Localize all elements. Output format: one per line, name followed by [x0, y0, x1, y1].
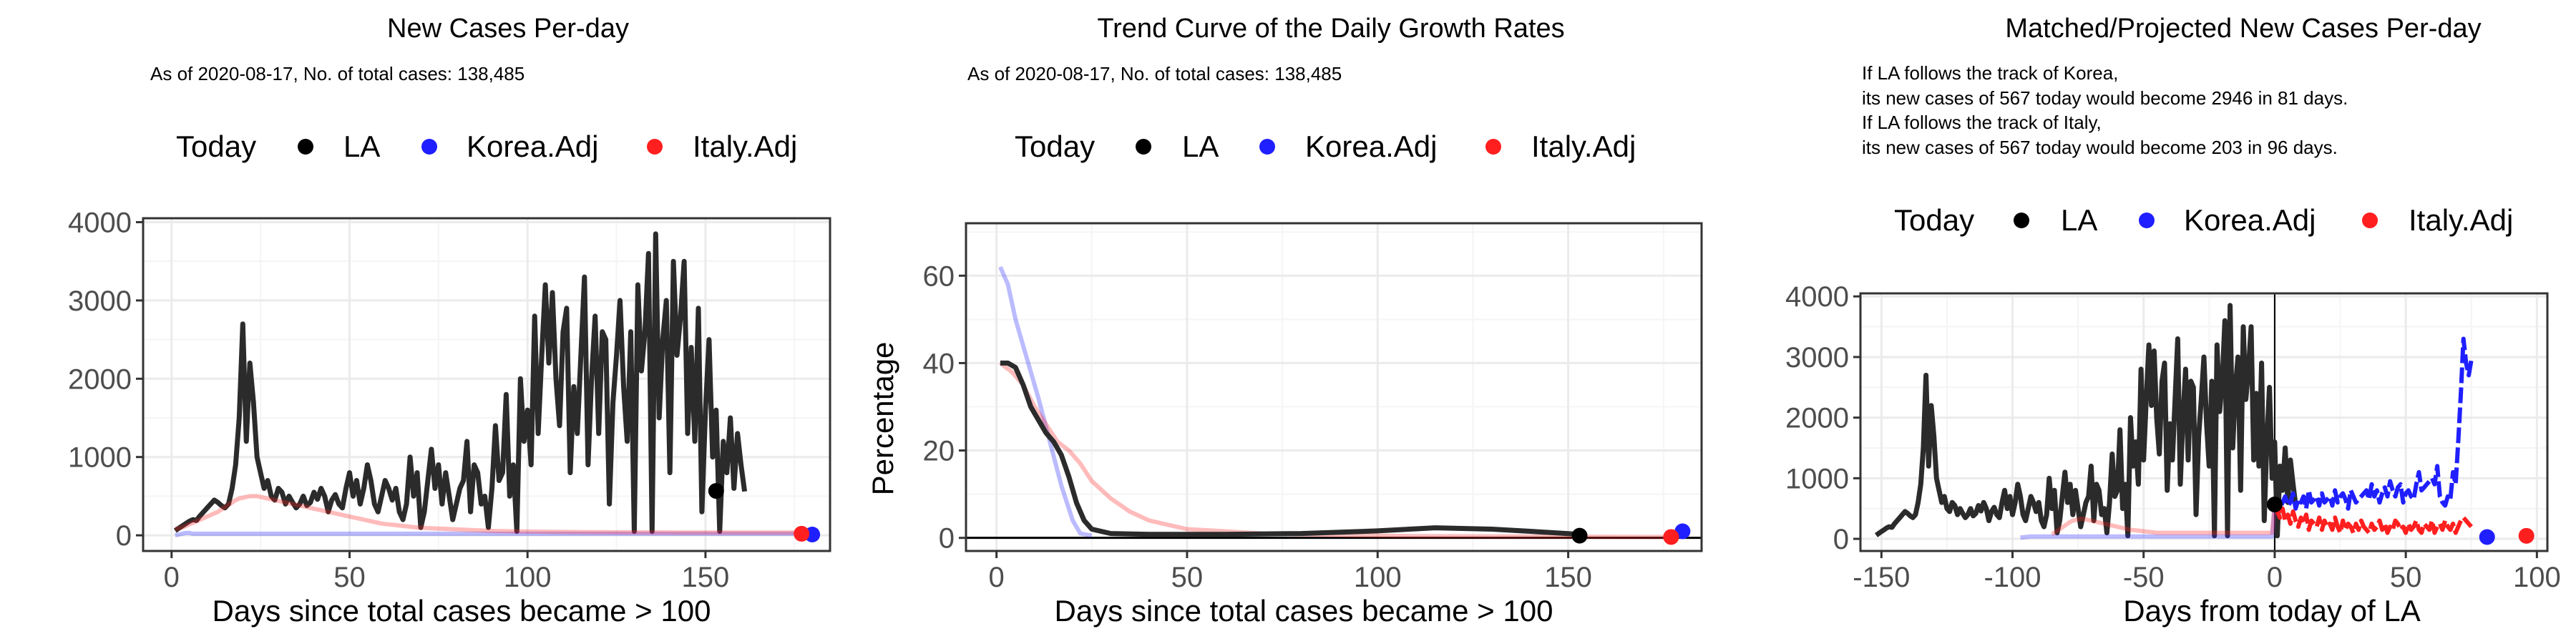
- legend-label-la: LA: [343, 130, 380, 163]
- x-tick-label: -50: [2123, 562, 2165, 593]
- y-tick-label: 40: [923, 348, 955, 379]
- legend: Today LA Korea.Adj Italy.Adj: [1894, 203, 2513, 237]
- x-axis-label: Days from today of LA: [2123, 594, 2421, 628]
- annotation: If LA follows the track of Korea, its ne…: [1862, 62, 2348, 158]
- x-tick-label: -150: [1853, 562, 1910, 593]
- y-tick-label: 4000: [68, 207, 132, 238]
- plot-border: [1859, 292, 2549, 552]
- y-tick-label: 0: [116, 520, 132, 552]
- x-tick-label: 50: [2390, 562, 2422, 593]
- series-line-korea-matched: [2020, 505, 2277, 540]
- chart-title: New Cases Per-day: [387, 14, 629, 44]
- plot-border: [142, 217, 831, 552]
- x-tick-label: 0: [988, 562, 1004, 593]
- legend-key-korea: [2139, 213, 2155, 228]
- legend-label-korea: Korea.Adj: [2184, 203, 2316, 237]
- y-tick-label: 3000: [68, 286, 132, 317]
- today-point-today: [1571, 527, 1588, 544]
- today-point-today: [708, 483, 724, 499]
- legend-label-korea: Korea.Adj: [1305, 130, 1437, 163]
- series-line-korea: [998, 265, 1093, 538]
- legend-label-la: LA: [2061, 203, 2097, 237]
- legend-key-la: [2014, 213, 2029, 228]
- legend-label-italy: Italy.Adj: [2409, 203, 2513, 237]
- chart-svg: Matched/Projected New Cases Per-day If L…: [1785, 14, 2561, 628]
- legend-label-italy: Italy.Adj: [693, 130, 797, 163]
- chart-svg: Trend Curve of the Daily Growth Rates As…: [866, 14, 1703, 628]
- x-tick-label: 100: [504, 562, 552, 593]
- chart-panel-growth-rates: Trend Curve of the Daily Growth Rates As…: [859, 0, 1717, 644]
- y-tick-label: 1000: [68, 442, 132, 474]
- series-line-italy-matched: [2051, 503, 2277, 537]
- legend-title: Today: [176, 130, 256, 163]
- today-point-today: [2266, 497, 2283, 513]
- legend-title: Today: [1894, 203, 1974, 237]
- annotation-line: its new cases of 567 today would become …: [1862, 87, 2348, 109]
- legend-label-la: LA: [1182, 130, 1219, 163]
- series-line-la: [173, 231, 748, 535]
- y-tick-label: 1000: [1785, 463, 1849, 494]
- y-tick-label: 2000: [68, 364, 132, 395]
- annotation-line: If LA follows the track of Italy,: [1862, 112, 2102, 133]
- legend-key-la: [298, 139, 313, 155]
- x-axis-label: Days since total cases became > 100: [213, 594, 711, 628]
- y-tick-label: 2000: [1785, 403, 1849, 434]
- x-tick-label: 100: [2513, 562, 2561, 593]
- legend-key-korea: [1259, 139, 1275, 155]
- legend: Today LA Korea.Adj Italy.Adj: [176, 130, 797, 163]
- legend-key-italy: [2362, 213, 2378, 228]
- x-tick-label: 0: [164, 562, 180, 593]
- y-tick-label: 4000: [1785, 281, 1849, 313]
- plot-area: 0 50 100 150 0 1000 2000 3000 4000: [68, 207, 831, 593]
- x-axis-label: Days since total cases became > 100: [1055, 594, 1553, 628]
- series-line-la: [1874, 303, 2298, 539]
- plot-border: [965, 222, 1703, 552]
- x-tick-label: 50: [333, 562, 366, 593]
- legend-key-la: [1136, 139, 1151, 155]
- legend: Today LA Korea.Adj Italy.Adj: [1015, 130, 1636, 163]
- y-tick-label: 20: [923, 436, 955, 467]
- chart-panel-new-cases: New Cases Per-day As of 2020-08-17, No. …: [0, 0, 859, 644]
- legend-key-korea: [421, 139, 437, 155]
- x-tick-label: -100: [1984, 562, 2041, 593]
- chart-panel-projected: Matched/Projected New Cases Per-day If L…: [1717, 0, 2576, 644]
- chart-title: Trend Curve of the Daily Growth Rates: [1097, 14, 1564, 44]
- today-point-italy: [2518, 527, 2534, 544]
- chart-svg: New Cases Per-day As of 2020-08-17, No. …: [68, 14, 831, 628]
- x-tick-label: 150: [1544, 562, 1592, 593]
- y-tick-label: 60: [923, 260, 955, 292]
- chart-title: Matched/Projected New Cases Per-day: [2005, 14, 2481, 44]
- legend-label-italy: Italy.Adj: [1531, 130, 1636, 163]
- y-tick-label: 0: [1833, 524, 1849, 555]
- legend-key-italy: [647, 139, 663, 155]
- series-line-korea: [175, 530, 813, 538]
- chart-subtitle: As of 2020-08-17, No. of total cases: 13…: [967, 63, 1342, 84]
- legend-title: Today: [1015, 130, 1095, 163]
- annotation-line: If LA follows the track of Korea,: [1862, 62, 2118, 84]
- x-tick-label: 100: [1354, 562, 1402, 593]
- y-axis-label: Percentage: [866, 342, 899, 496]
- annotation-line: its new cases of 567 today would become …: [1862, 137, 2338, 158]
- series-line-korea-projected: [2273, 336, 2474, 511]
- today-point-italy: [1663, 529, 1679, 545]
- plot-area: 0 50 100 150 0 20 40 60: [923, 222, 1703, 593]
- series-line-la: [1000, 360, 1580, 537]
- y-tick-label: 3000: [1785, 342, 1849, 374]
- x-tick-label: 150: [682, 562, 730, 593]
- chart-subtitle: As of 2020-08-17, No. of total cases: 13…: [150, 63, 525, 84]
- legend-key-italy: [1485, 139, 1501, 155]
- legend-label-korea: Korea.Adj: [467, 130, 598, 163]
- series-line-italy-projected: [2273, 502, 2473, 535]
- today-point-korea: [2479, 529, 2495, 545]
- y-tick-label: 0: [939, 523, 955, 555]
- x-tick-label: 50: [1171, 562, 1204, 593]
- today-point-italy: [794, 525, 810, 542]
- x-tick-label: 0: [2267, 562, 2283, 593]
- series-line-italy: [175, 494, 802, 535]
